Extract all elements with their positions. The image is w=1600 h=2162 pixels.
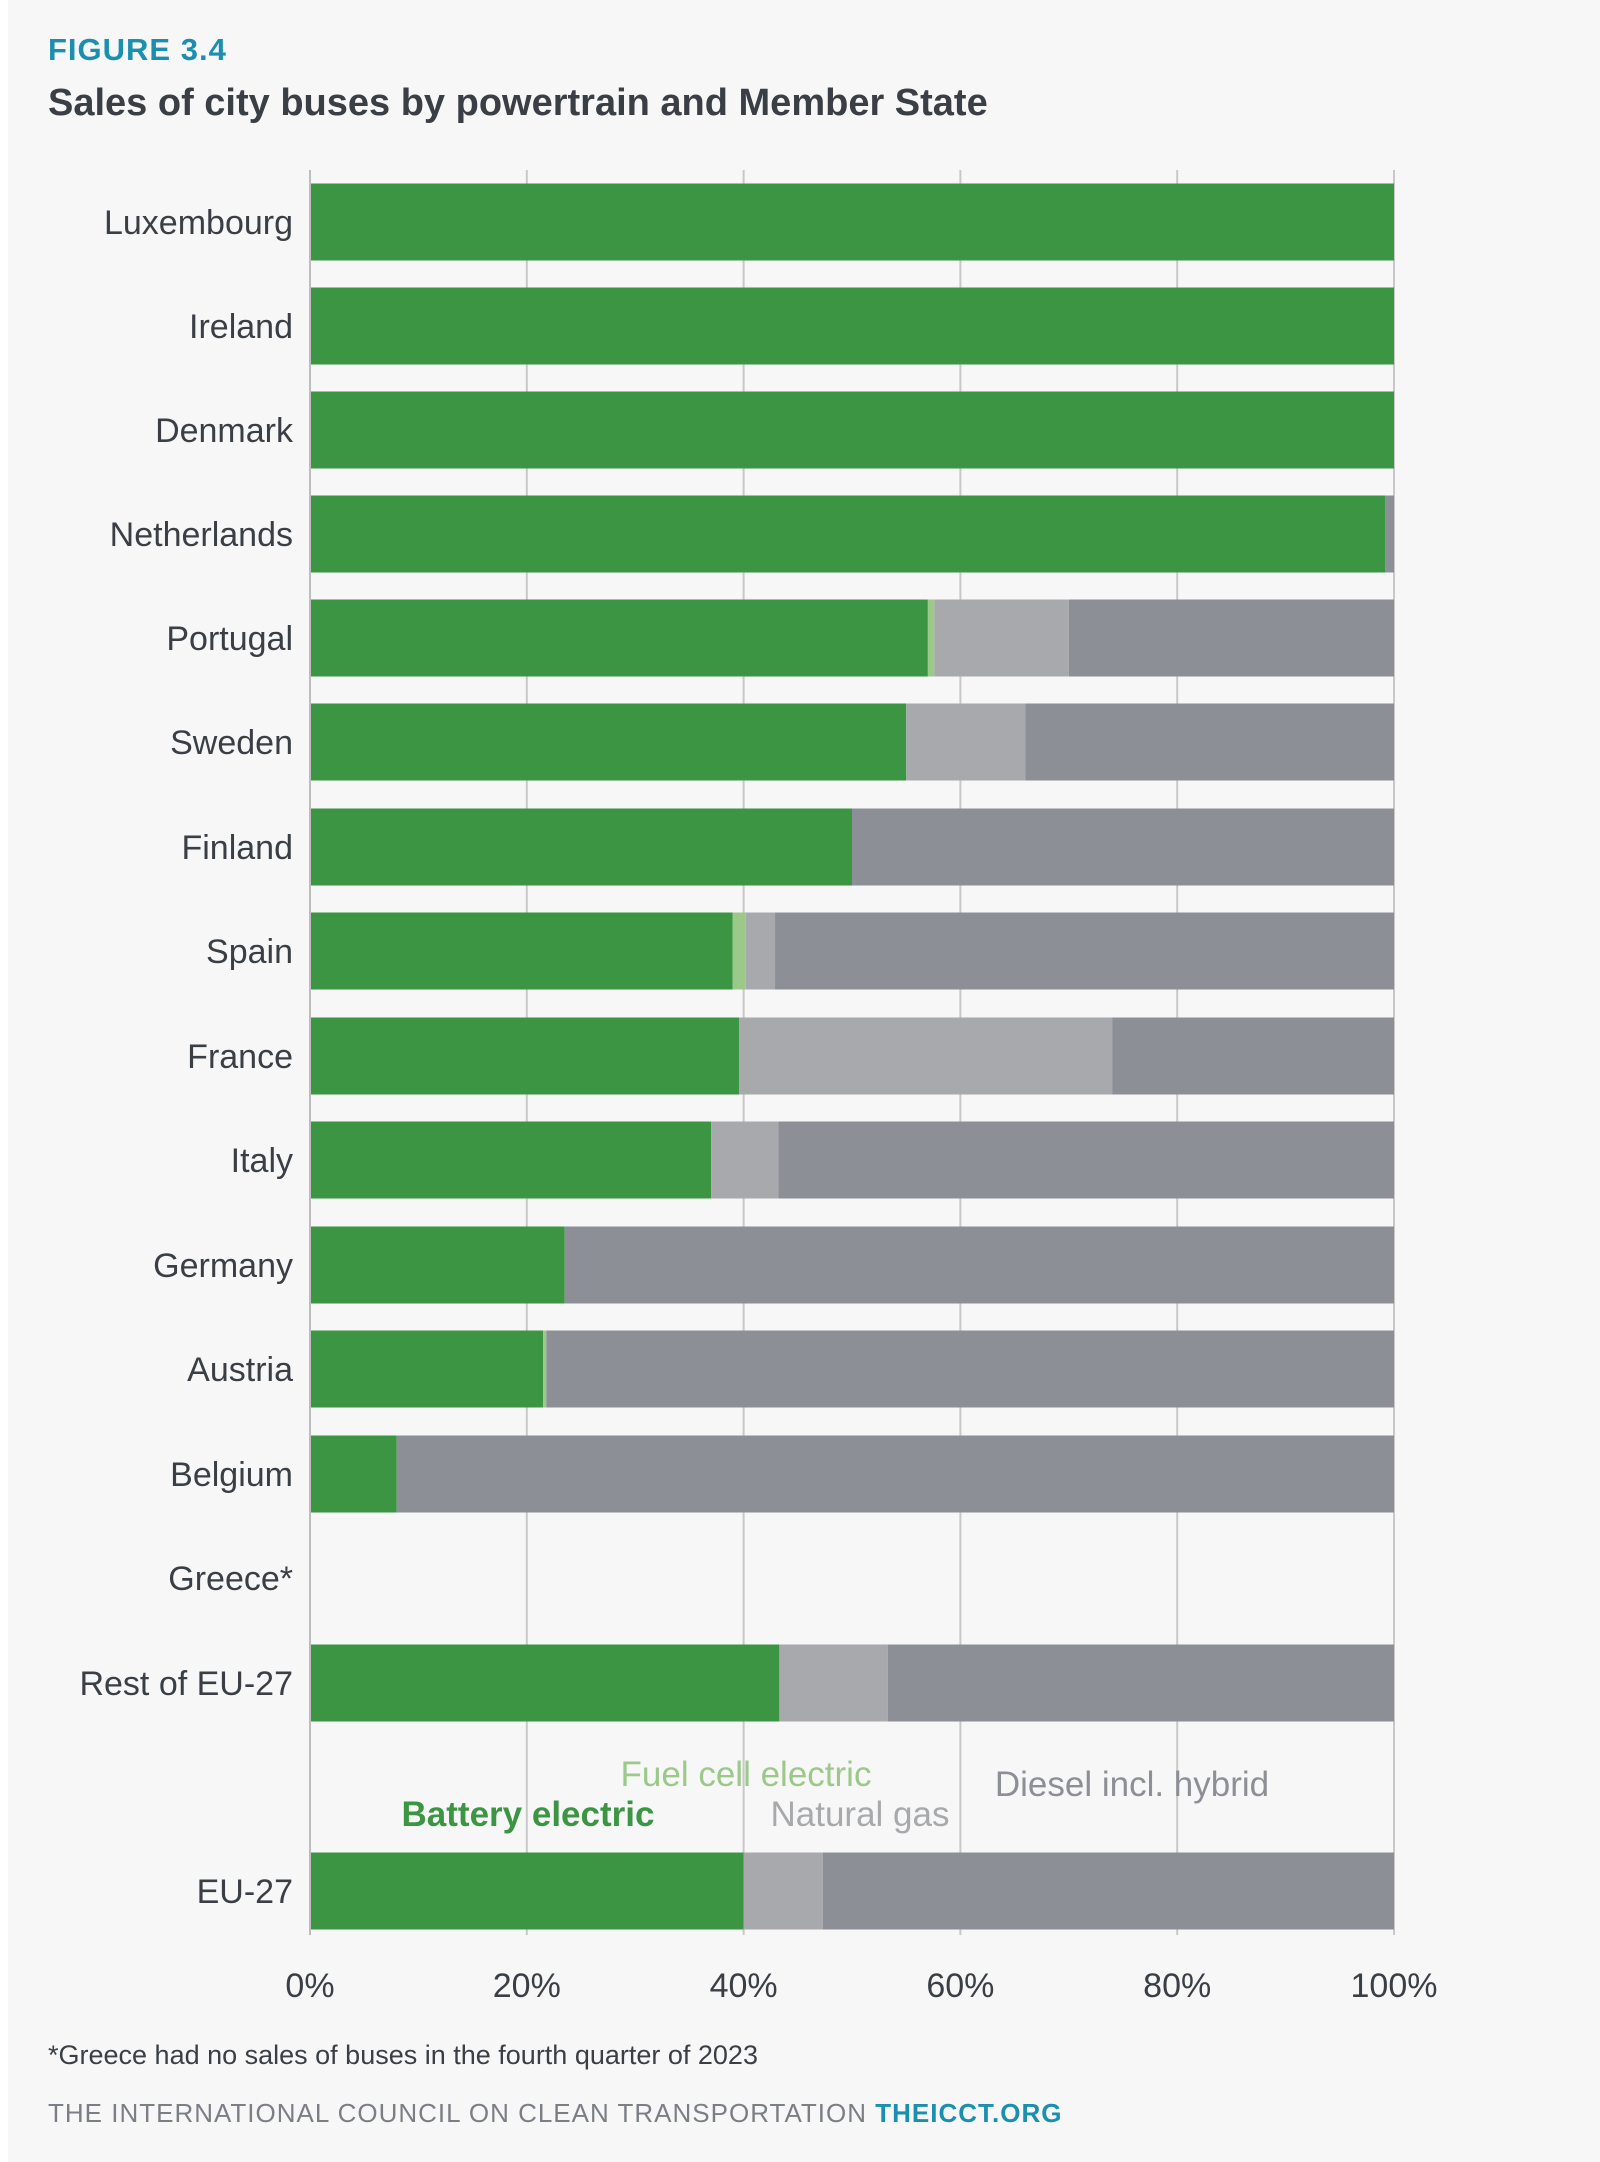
category-label: Denmark xyxy=(155,412,294,450)
figure-label: FIGURE 3.4 xyxy=(48,32,227,67)
bar-segment-diesel-incl-hybrid xyxy=(1112,1017,1394,1095)
bar-segment-natural-gas xyxy=(739,1017,1113,1095)
credit-line: THE INTERNATIONAL COUNCIL ON CLEAN TRANS… xyxy=(48,2098,1062,2129)
bar-segment-battery-electric xyxy=(310,1226,565,1304)
category-label: Austria xyxy=(187,1351,293,1389)
bar-segment-diesel-incl-hybrid xyxy=(887,1644,1394,1722)
bar-segment-battery-electric xyxy=(310,599,928,677)
bar-segment-battery-electric xyxy=(310,808,852,886)
legend-label: Natural gas xyxy=(771,1795,950,1834)
legend-label: Fuel cell electric xyxy=(621,1755,872,1794)
bar-segment-fuel-cell-electric xyxy=(927,599,935,677)
x-tick-label: 100% xyxy=(1351,1967,1438,2005)
bar-segment-battery-electric xyxy=(310,1121,712,1199)
category-label: Netherlands xyxy=(110,516,293,554)
credit-org: THE INTERNATIONAL COUNCIL ON CLEAN TRANS… xyxy=(48,2098,867,2128)
category-label: Rest of EU-27 xyxy=(79,1665,293,1703)
bar-segment-battery-electric xyxy=(310,912,733,990)
category-label: Sweden xyxy=(170,724,293,762)
legend-label: Diesel incl. hybrid xyxy=(995,1765,1269,1804)
bar-segment-natural-gas xyxy=(745,912,776,990)
category-label: Finland xyxy=(181,829,293,867)
bar-segment-battery-electric xyxy=(310,1644,780,1722)
x-tick-label: 20% xyxy=(493,1967,561,2005)
bar-segment-diesel-incl-hybrid xyxy=(775,912,1394,990)
x-tick-label: 80% xyxy=(1143,1967,1211,2005)
category-label: Greece* xyxy=(168,1560,293,1598)
category-label: Luxembourg xyxy=(104,204,293,242)
bar-segment-fuel-cell-electric xyxy=(732,912,746,990)
bar-segment-diesel-incl-hybrid xyxy=(852,808,1394,886)
bar-segment-diesel-incl-hybrid xyxy=(546,1330,1394,1408)
x-tick-label: 0% xyxy=(285,1967,334,2005)
bar-segment-battery-electric xyxy=(310,703,907,781)
bar-segment-diesel-incl-hybrid xyxy=(822,1852,1394,1930)
credit-site: THEICCT.ORG xyxy=(875,2098,1063,2128)
bar-segment-diesel-incl-hybrid xyxy=(1068,599,1394,677)
x-tick-label: 60% xyxy=(926,1967,994,2005)
bar-segment-battery-electric xyxy=(310,287,1394,365)
category-label: Germany xyxy=(153,1247,293,1285)
category-label: EU-27 xyxy=(197,1873,293,1911)
category-label: Portugal xyxy=(166,620,293,658)
bar-segment-fuel-cell-electric xyxy=(543,1330,547,1408)
bar-segment-natural-gas xyxy=(711,1121,779,1199)
x-tick-label: 40% xyxy=(710,1967,778,2005)
category-label: Belgium xyxy=(170,1456,293,1494)
category-label: Italy xyxy=(231,1142,293,1180)
bar-segment-natural-gas xyxy=(779,1644,888,1722)
category-label: Ireland xyxy=(189,308,293,346)
category-label: Spain xyxy=(206,933,293,971)
bar-segment-diesel-incl-hybrid xyxy=(1385,495,1394,573)
bar-segment-battery-electric xyxy=(310,1435,397,1513)
bar-segment-natural-gas xyxy=(906,703,1026,781)
bar-segment-battery-electric xyxy=(310,495,1386,573)
chart-title: Sales of city buses by powertrain and Me… xyxy=(48,82,988,124)
bar-segment-battery-electric xyxy=(310,1330,544,1408)
bar-segment-diesel-incl-hybrid xyxy=(564,1226,1394,1304)
legend-label: Battery electric xyxy=(402,1795,655,1834)
category-label: France xyxy=(187,1038,293,1076)
bar-segment-battery-electric xyxy=(310,1017,740,1095)
bar-segment-natural-gas xyxy=(743,1852,823,1930)
bar-segment-battery-electric xyxy=(310,1852,744,1930)
bar-segment-battery-electric xyxy=(310,391,1394,469)
bar-segment-diesel-incl-hybrid xyxy=(396,1435,1395,1513)
bar-segment-battery-electric xyxy=(310,183,1394,261)
bar-segment-diesel-incl-hybrid xyxy=(1025,703,1394,781)
bar-segment-natural-gas xyxy=(934,599,1069,677)
footnote: *Greece had no sales of buses in the fou… xyxy=(48,2040,758,2070)
bar-segment-diesel-incl-hybrid xyxy=(778,1121,1394,1199)
